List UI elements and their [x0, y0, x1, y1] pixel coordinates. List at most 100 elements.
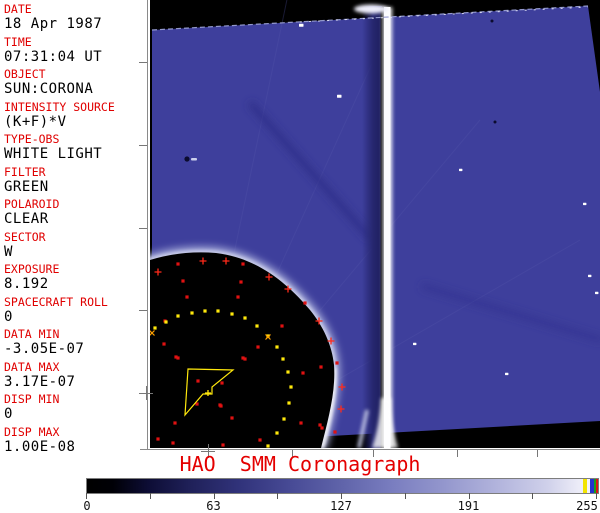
yellow-dot-marker — [190, 311, 194, 315]
red-cross-marker — [222, 257, 230, 265]
red-dot-marker — [335, 361, 339, 365]
field-label: TIME — [4, 34, 32, 49]
red-dot-marker — [185, 295, 189, 299]
red-dot-marker — [243, 357, 247, 361]
colorbar-tick-label: 191 — [457, 499, 480, 513]
red-dot-marker — [333, 430, 337, 434]
red-dot-marker — [156, 437, 160, 441]
red-dot-marker — [220, 381, 224, 385]
coronagraph-image — [150, 0, 600, 448]
red-dot-marker — [280, 324, 284, 328]
metadata-field: SPACECRAFT ROLL 0 — [4, 295, 146, 325]
star — [459, 168, 463, 172]
left-axis-plus-v — [146, 386, 147, 400]
bottom-axis-tick — [457, 450, 458, 457]
red-dot-marker — [171, 441, 175, 445]
colorbar-stripe — [594, 479, 596, 493]
colorbar-tick — [469, 493, 470, 499]
dark-speck — [493, 120, 497, 124]
yellow-dot-marker — [203, 309, 207, 313]
star — [588, 274, 592, 278]
image-bottom-axis — [140, 449, 600, 450]
metadata-field: EXPOSURE 8.192 — [4, 262, 146, 292]
field-value: W — [4, 243, 13, 260]
yellow-dot-marker — [266, 444, 270, 448]
colorbar-tick-label: 255 — [576, 499, 598, 513]
star — [505, 372, 509, 376]
red-dot-marker — [195, 402, 199, 406]
pylon-shadow-band — [362, 6, 382, 448]
field-label: SECTOR — [4, 229, 46, 244]
red-cross-marker — [265, 273, 273, 281]
colorbar-tick-label: 0 — [83, 499, 91, 513]
yellow-dot-marker — [243, 316, 247, 320]
field-value: 07:31:04 UT — [4, 48, 103, 65]
red-cross-marker — [327, 337, 335, 345]
field-value: 3.17E-07 — [4, 373, 76, 390]
colorbar-tick — [86, 493, 87, 499]
field-label: DISP MAX — [4, 424, 60, 439]
yellow-dot-marker — [176, 314, 180, 318]
pylon-bottom-streak — [357, 409, 369, 448]
field-value: (K+F)*V — [4, 113, 67, 130]
red-dot-marker — [241, 356, 245, 360]
red-dot-marker — [162, 342, 166, 346]
star — [299, 23, 304, 27]
red-dot-marker — [221, 443, 225, 447]
red-dot-marker — [176, 356, 180, 360]
yellow-plus-marker — [205, 390, 211, 396]
pylon-bottom-flare — [372, 398, 398, 448]
field-value: 0 — [4, 406, 13, 422]
field-label: DATE — [4, 2, 32, 16]
bottom-axis-tick — [537, 450, 538, 457]
field-value: WHITE LIGHT — [4, 146, 103, 162]
colorbar-tick — [341, 493, 342, 499]
metadata-field: DATE 18 Apr 1987 — [4, 2, 146, 32]
yellow-dot-marker — [216, 309, 220, 313]
metadata-field: DATA MIN -3.05E-07 — [4, 327, 146, 357]
red-dot-marker — [230, 416, 234, 420]
red-dot-marker — [196, 379, 200, 383]
colorbar — [86, 478, 599, 494]
field-label: DISP MIN — [4, 392, 60, 406]
red-cross-marker — [337, 405, 345, 413]
yellow-dot-marker — [275, 345, 279, 349]
field-value: 0 — [4, 308, 13, 325]
star — [583, 202, 587, 206]
pylon-dark-line — [380, 7, 384, 448]
bottom-axis-tick — [373, 450, 374, 457]
frame-top-speckle — [299, 6, 589, 23]
frame-top-edge — [151, 5, 589, 31]
yellow-dot-marker — [164, 320, 168, 324]
dark-streak — [421, 283, 600, 343]
colorbar-stripe — [596, 479, 598, 493]
colorbar-stripe — [590, 479, 594, 493]
red-dot-marker — [239, 280, 243, 284]
star — [595, 291, 599, 295]
colorbar-tick-label: 127 — [330, 499, 352, 513]
red-dot-marker — [301, 371, 305, 375]
metadata-field: DATA MAX 3.17E-07 — [4, 360, 146, 390]
field-value: GREEN — [4, 178, 49, 195]
colorbar-tick — [405, 493, 406, 499]
metadata-field: FILTER GREEN — [4, 165, 146, 195]
red-dot-marker — [318, 423, 322, 427]
red-dot-marker — [236, 295, 240, 299]
metadata-field: DISP MIN 0 — [4, 392, 146, 422]
yellow-triangle-outline — [184, 368, 235, 417]
field-label: OBJECT — [4, 67, 46, 81]
occulting-disk — [150, 252, 335, 448]
colorbar-tick — [596, 493, 597, 499]
speck-tail — [191, 158, 197, 161]
colorbar-tick — [277, 493, 278, 499]
star — [413, 342, 417, 346]
field-value: 1.00E-08 — [4, 438, 76, 455]
colorbar-tick-label: 63 — [206, 499, 221, 513]
red-dot-marker — [181, 279, 185, 283]
red-dot-marker — [258, 438, 262, 442]
red-dot-marker — [241, 262, 245, 266]
red-cross-marker — [199, 257, 207, 265]
field-value: 18 Apr 1987 — [4, 16, 103, 32]
metadata-field: DISP MAX 1.00E-08 — [4, 425, 146, 455]
